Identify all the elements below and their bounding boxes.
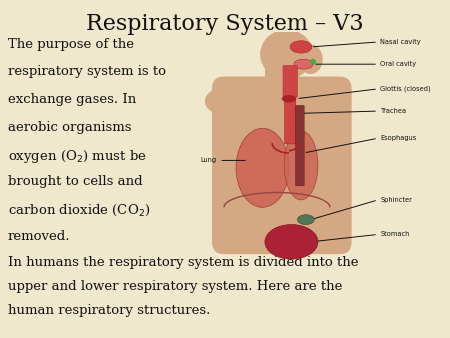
Text: carbon dioxide (CO$_2$): carbon dioxide (CO$_2$): [8, 203, 150, 218]
Circle shape: [310, 59, 316, 65]
Text: aerobic organisms: aerobic organisms: [8, 121, 131, 134]
FancyBboxPatch shape: [265, 67, 299, 96]
Ellipse shape: [205, 87, 253, 116]
Ellipse shape: [284, 131, 318, 200]
Text: respiratory system is to: respiratory system is to: [8, 66, 166, 78]
Ellipse shape: [282, 95, 296, 102]
Text: Oral cavity: Oral cavity: [381, 61, 417, 67]
Ellipse shape: [297, 215, 314, 224]
FancyBboxPatch shape: [296, 105, 304, 186]
Text: exchange gases. In: exchange gases. In: [8, 93, 136, 106]
Ellipse shape: [294, 59, 313, 69]
Text: oxygen (O$_2$) must be: oxygen (O$_2$) must be: [8, 148, 147, 165]
Ellipse shape: [290, 41, 312, 53]
Text: The purpose of the: The purpose of the: [8, 38, 134, 51]
Text: Sphincter: Sphincter: [381, 197, 412, 203]
Text: Respiratory System – V3: Respiratory System – V3: [86, 13, 364, 35]
Text: brought to cells and: brought to cells and: [8, 175, 143, 189]
Ellipse shape: [265, 224, 318, 259]
Text: upper and lower respiratory system. Here are the: upper and lower respiratory system. Here…: [8, 280, 342, 293]
Ellipse shape: [299, 45, 323, 74]
Text: Lung: Lung: [201, 158, 217, 163]
Text: human respiratory structures.: human respiratory structures.: [8, 304, 211, 317]
Text: Glottis (closed): Glottis (closed): [381, 86, 431, 92]
Text: Nasal cavity: Nasal cavity: [381, 39, 421, 45]
Ellipse shape: [260, 30, 313, 79]
Text: removed.: removed.: [8, 231, 71, 243]
FancyBboxPatch shape: [285, 100, 296, 144]
Ellipse shape: [236, 128, 289, 207]
FancyBboxPatch shape: [283, 66, 297, 97]
Text: Esophagus: Esophagus: [381, 135, 417, 141]
Text: Trachea: Trachea: [381, 108, 407, 114]
FancyBboxPatch shape: [212, 76, 351, 254]
Text: Stomach: Stomach: [381, 232, 410, 237]
Text: In humans the respiratory system is divided into the: In humans the respiratory system is divi…: [8, 256, 359, 269]
